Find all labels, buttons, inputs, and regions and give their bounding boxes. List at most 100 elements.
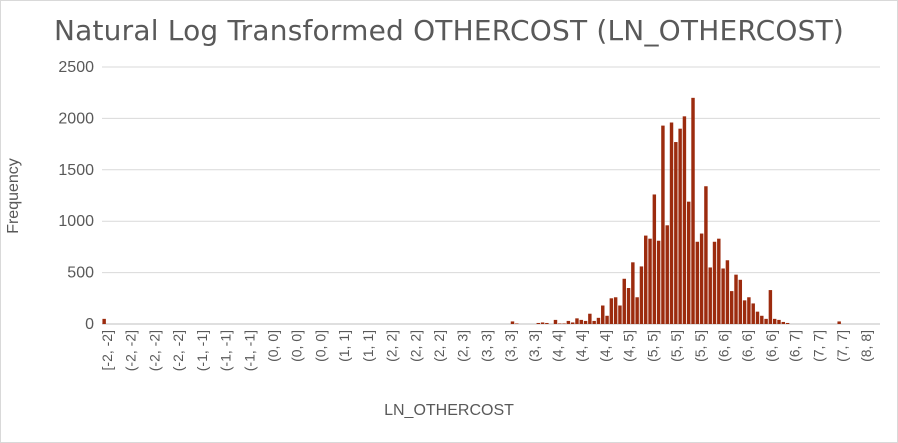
histogram-bar xyxy=(729,291,734,324)
x-tick-label: (5, 5] xyxy=(692,330,708,362)
histogram-bar xyxy=(583,320,588,324)
x-tick-label: (5, 5] xyxy=(644,330,660,362)
x-tick-label: (4, 5] xyxy=(621,330,637,362)
histogram-bar xyxy=(553,319,558,324)
histogram-bar xyxy=(622,278,626,324)
x-tick-label: (6, 6] xyxy=(716,330,732,362)
x-tick-label: (8, 8] xyxy=(858,330,874,362)
histogram-bar xyxy=(661,125,665,324)
histogram-bar xyxy=(837,321,841,324)
histogram-bar xyxy=(626,288,631,324)
x-tick-label: (0, 0] xyxy=(289,330,305,362)
histogram-bar xyxy=(717,238,721,324)
histogram-bar xyxy=(742,300,747,324)
histogram-bar xyxy=(566,320,571,324)
x-tick-label: (4, 4] xyxy=(573,330,589,362)
histogram-bar xyxy=(592,320,596,324)
histogram-bar xyxy=(669,122,674,324)
y-tick-label: 2500 xyxy=(58,59,94,76)
histogram-bar xyxy=(575,318,579,324)
histogram-bar xyxy=(708,267,712,324)
x-tick-label: (2, 2] xyxy=(384,330,400,362)
histogram-bar xyxy=(725,260,730,324)
histogram-bar xyxy=(777,319,781,324)
histogram-bar xyxy=(704,186,708,324)
histogram-bar xyxy=(102,318,106,324)
histogram-bar xyxy=(665,225,669,324)
histogram-bar xyxy=(751,303,755,324)
y-tick-label: 1500 xyxy=(58,162,94,179)
histogram-bar xyxy=(764,318,768,324)
chart-title: Natural Log Transformed OTHERCOST (LN_OT… xyxy=(54,14,844,47)
x-tick-label: (6, 7] xyxy=(787,330,803,362)
x-tick-label: (-2, -2] xyxy=(170,330,186,371)
histogram-bar xyxy=(510,321,515,324)
x-tick-label: (7, 7] xyxy=(834,330,850,362)
histogram-bar xyxy=(515,323,519,324)
x-tick-label: (6, 6] xyxy=(739,330,755,362)
histogram-bar xyxy=(721,268,725,324)
y-tick-label: 1000 xyxy=(58,213,94,230)
histogram-bar xyxy=(639,266,644,324)
histogram-bar xyxy=(760,315,764,324)
x-tick-label: (3, 3] xyxy=(478,330,494,362)
x-tick-label: (5, 5] xyxy=(668,330,684,362)
histogram-bar xyxy=(755,311,760,324)
histogram-bar xyxy=(674,142,678,324)
x-tick-label: (7, 7] xyxy=(810,330,826,362)
histogram-bar xyxy=(579,319,583,324)
histogram-bar xyxy=(558,323,562,324)
x-tick-label: (-2, -2] xyxy=(123,330,139,371)
x-tick-label: (0, 0] xyxy=(312,330,328,362)
histogram-bar xyxy=(695,241,700,324)
x-tick-label: (2, 2] xyxy=(407,330,423,362)
histogram-bar xyxy=(588,313,592,324)
histogram-bar xyxy=(734,274,738,324)
x-tick-label: (2, 2] xyxy=(431,330,447,362)
histogram-bar xyxy=(687,201,691,324)
histogram-bar xyxy=(644,235,648,324)
x-tick-label: (0, 0] xyxy=(265,330,281,362)
x-tick-label: (3, 3] xyxy=(526,330,542,362)
x-tick-label: (-2, -2] xyxy=(146,330,162,371)
x-tick-label: (2, 3] xyxy=(455,330,471,362)
y-tick-label: 0 xyxy=(85,316,94,333)
histogram-bar xyxy=(540,322,545,324)
histogram-bar xyxy=(691,97,695,324)
x-tick-label: (1, 1] xyxy=(360,330,376,362)
histogram-bar xyxy=(562,323,566,324)
histogram-bar xyxy=(652,194,657,324)
histogram-bar xyxy=(545,322,549,324)
histogram-bar xyxy=(631,262,635,324)
histogram-bar xyxy=(601,305,605,324)
histogram-bar xyxy=(570,322,575,324)
x-tick-label: (-1, -1] xyxy=(241,330,257,371)
y-tick-label: 500 xyxy=(67,265,94,282)
x-tick-label: (4, 4] xyxy=(597,330,613,362)
x-tick-label: (4, 4] xyxy=(550,330,566,362)
histogram-bar xyxy=(781,321,786,324)
x-tick-label: [-2, -2] xyxy=(99,330,115,370)
x-tick-label: (3, 3] xyxy=(502,330,518,362)
histogram-bar xyxy=(536,322,540,324)
histogram-bar xyxy=(747,297,751,324)
histogram-bar xyxy=(682,116,687,324)
histogram-bar xyxy=(699,233,704,324)
histogram-bar xyxy=(618,305,622,324)
histogram-bar xyxy=(605,315,609,324)
histogram-bar xyxy=(712,241,717,324)
histogram-bar xyxy=(738,279,743,324)
histogram-bar xyxy=(656,240,661,324)
histogram-bar xyxy=(609,298,614,324)
histogram-bar xyxy=(596,317,601,324)
histogram-bar xyxy=(772,318,777,324)
histogram-bar xyxy=(678,128,682,324)
histogram-bar xyxy=(613,297,618,324)
x-tick-label: (-1, -1] xyxy=(194,330,210,371)
histogram-bar xyxy=(785,322,790,324)
histogram-bar xyxy=(768,290,773,324)
x-tick-label: (6, 6] xyxy=(763,330,779,362)
histogram-bar xyxy=(648,238,652,324)
x-tick-label: (1, 1] xyxy=(336,330,352,362)
